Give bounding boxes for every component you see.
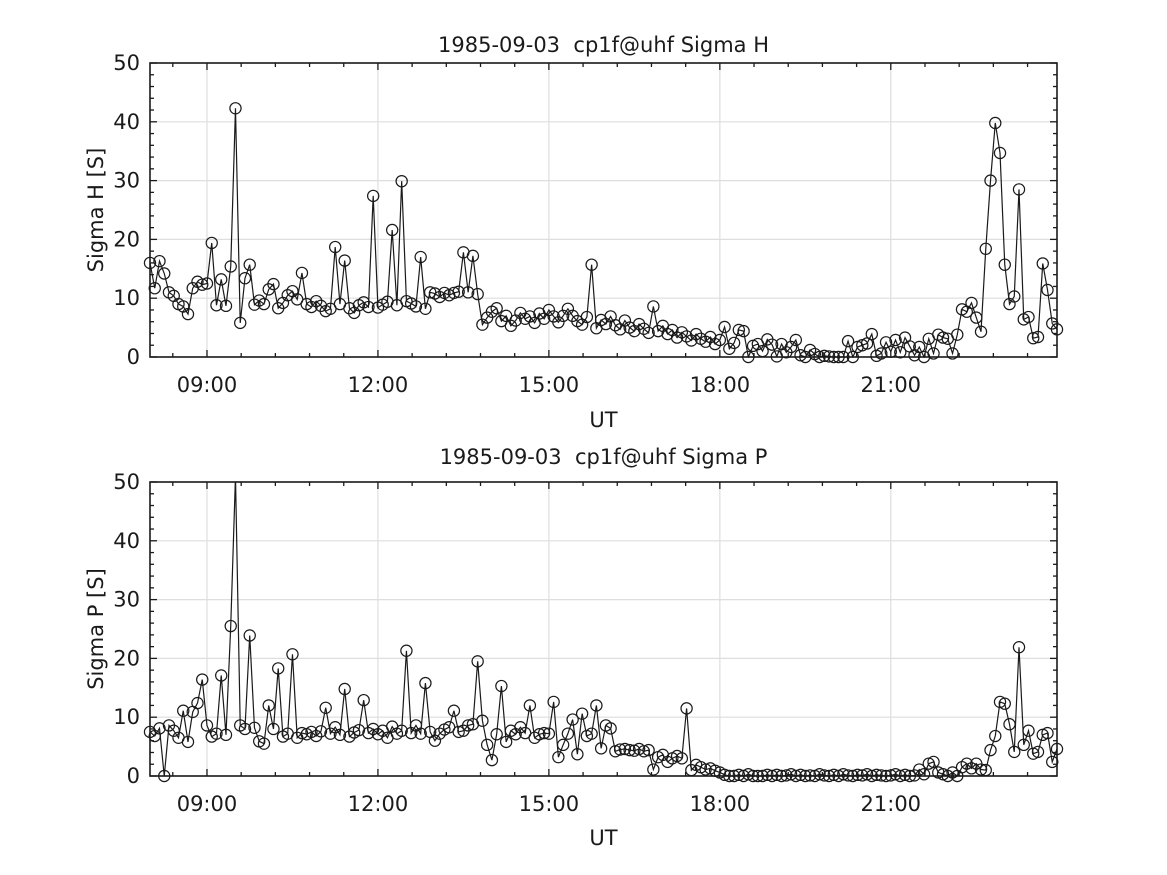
svg-text:21:00: 21:00 — [861, 373, 922, 397]
svg-text:50: 50 — [113, 470, 140, 494]
svg-text:30: 30 — [113, 169, 140, 193]
svg-text:18:00: 18:00 — [690, 373, 751, 397]
svg-text:15:00: 15:00 — [519, 373, 580, 397]
svg-text:21:00: 21:00 — [861, 792, 922, 816]
svg-text:12:00: 12:00 — [348, 373, 409, 397]
svg-text:09:00: 09:00 — [177, 792, 238, 816]
panel2-x-axis-label: UT — [589, 826, 618, 850]
panel1-x-axis-label: UT — [589, 408, 618, 432]
svg-text:10: 10 — [113, 286, 140, 310]
svg-text:12:00: 12:00 — [348, 792, 409, 816]
panel1-title: 1985-09-03 cp1f@uhf Sigma H — [438, 33, 769, 57]
svg-text:40: 40 — [113, 529, 140, 553]
svg-text:18:00: 18:00 — [690, 792, 751, 816]
svg-text:40: 40 — [113, 110, 140, 134]
panel2-title: 1985-09-03 cp1f@uhf Sigma P — [439, 445, 768, 469]
svg-text:0: 0 — [127, 345, 140, 369]
svg-text:50: 50 — [113, 51, 140, 75]
svg-text:20: 20 — [113, 227, 140, 251]
svg-text:10: 10 — [113, 705, 140, 729]
panel-2: 09:00 12:00 15:00 18:00 21:00 0 10 20 30 40 50 — [113, 470, 1064, 816]
svg-text:20: 20 — [113, 646, 140, 670]
svg-text:30: 30 — [113, 588, 140, 612]
svg-text:0: 0 — [127, 764, 140, 788]
svg-text:09:00: 09:00 — [177, 373, 238, 397]
panel-1: 09:00 12:00 15:00 18:00 21:00 0 10 20 30 40 50 — [113, 51, 1064, 397]
svg-text:15:00: 15:00 — [519, 792, 580, 816]
